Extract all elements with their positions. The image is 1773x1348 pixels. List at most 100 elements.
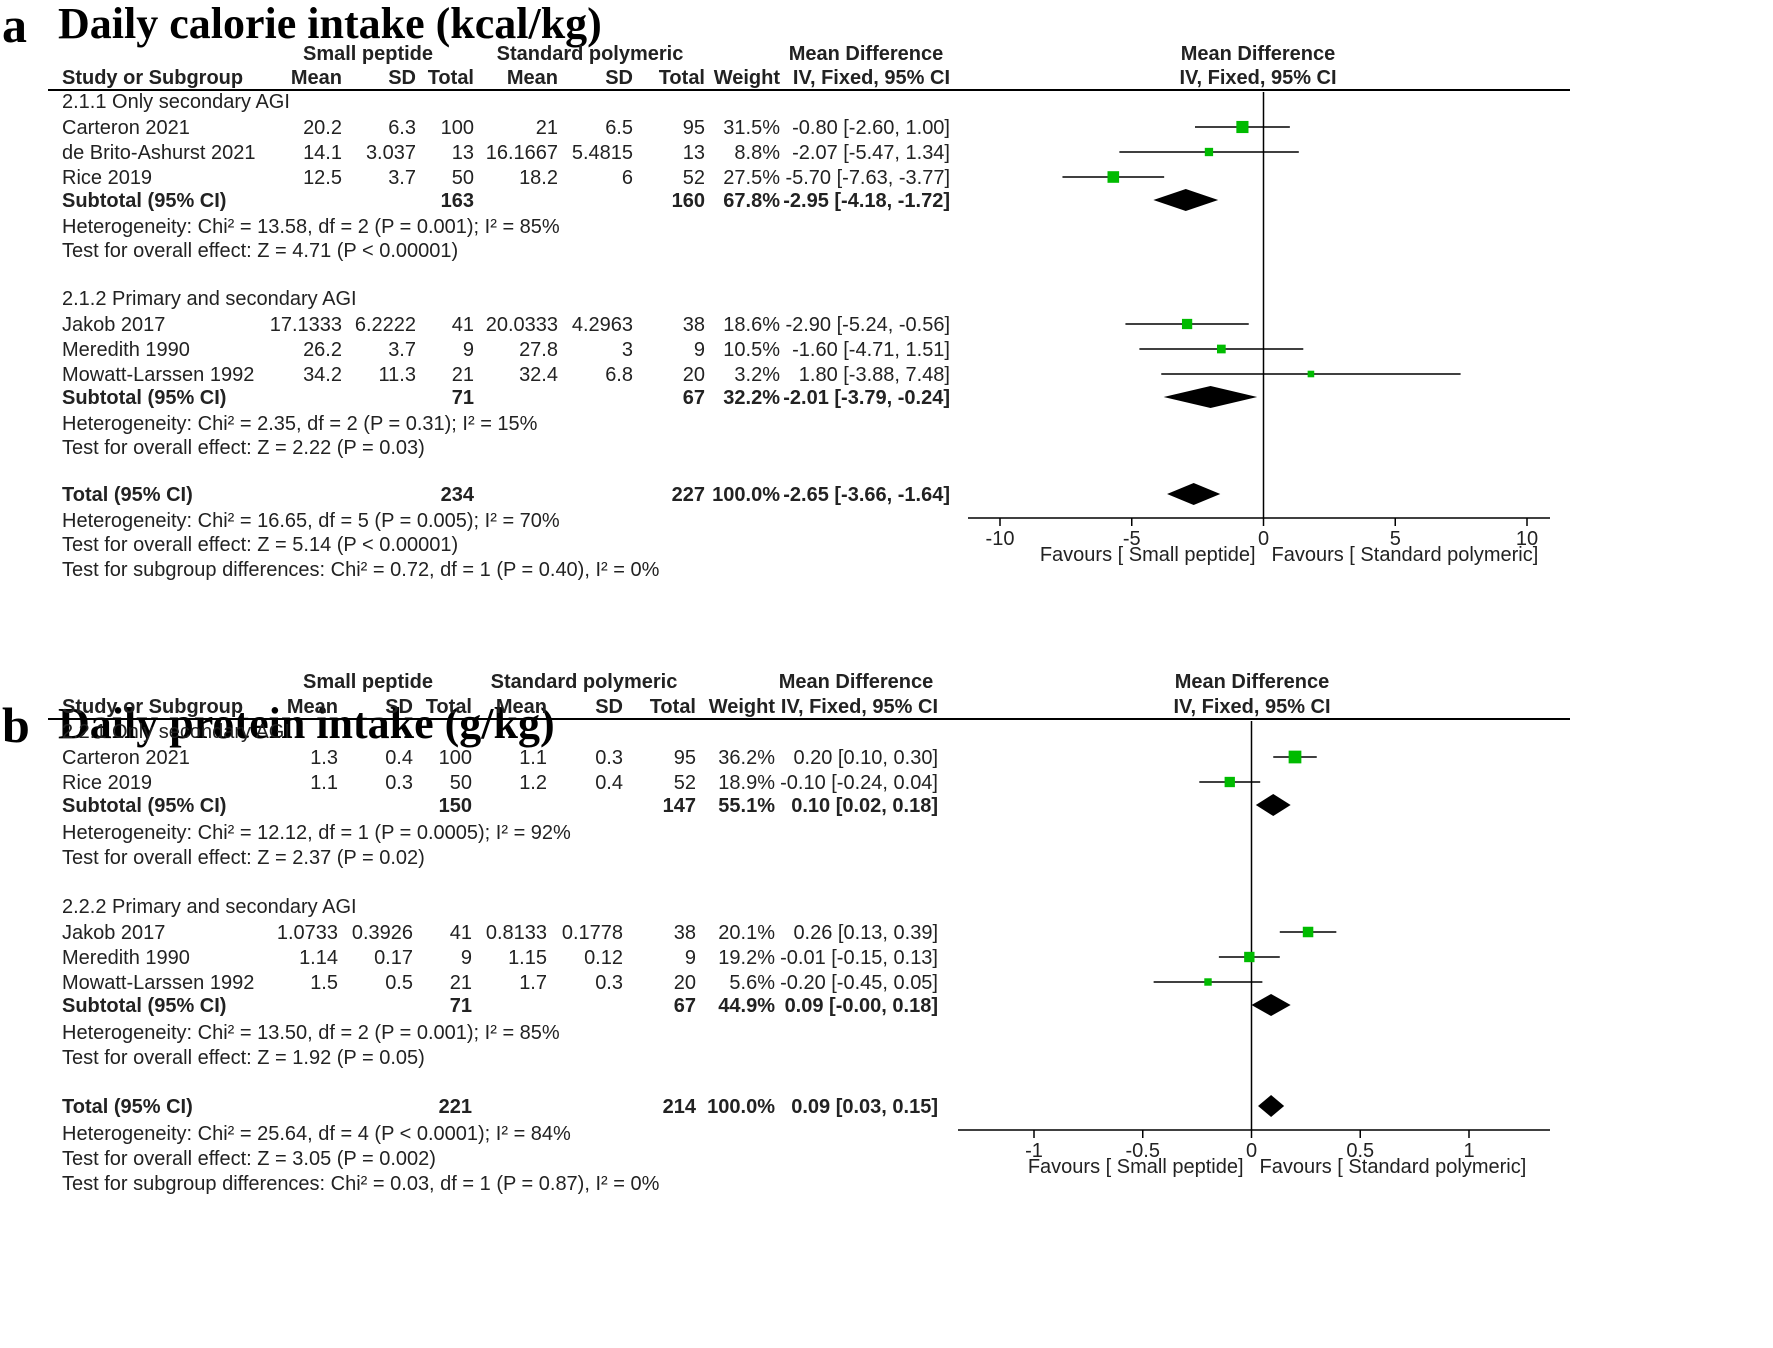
study-ci: -0.01 [-0.15, 0.13] xyxy=(780,947,938,969)
study-point-estimate xyxy=(1204,978,1212,986)
study-sd-1: 0.3 xyxy=(385,772,413,794)
x-tick-label: -5 xyxy=(1123,528,1141,550)
subtotal-total-1: 71 xyxy=(452,387,474,409)
header-plot-method: IV, Fixed, 95% CI xyxy=(1179,67,1336,89)
study-mean-2: 27.8 xyxy=(519,339,558,361)
header-weight: Weight xyxy=(709,696,776,718)
total-weight: 100.0% xyxy=(707,1096,775,1118)
header-mean-2: Mean xyxy=(507,67,558,89)
panel-title: Daily calorie intake (kcal/kg) xyxy=(58,0,602,48)
study-sd-2: 6.8 xyxy=(605,364,633,386)
study-weight: 10.5% xyxy=(723,339,780,361)
study-weight: 18.6% xyxy=(723,314,780,336)
subgroup-heterogeneity: Heterogeneity: Chi² = 13.50, df = 2 (P =… xyxy=(62,1022,560,1044)
study-mean-2: 1.15 xyxy=(508,947,547,969)
study-mean-1: 26.2 xyxy=(303,339,342,361)
study-mean-2: 32.4 xyxy=(519,364,558,386)
subtotal-weight: 55.1% xyxy=(718,795,775,817)
study-total-1: 100 xyxy=(439,747,472,769)
study-point-estimate xyxy=(1224,776,1235,788)
study-weight: 3.2% xyxy=(734,364,780,386)
study-name: de Brito-Ashurst 2021 xyxy=(62,142,255,164)
x-tick-label: 5 xyxy=(1390,528,1401,550)
header-total-1: Total xyxy=(426,696,472,718)
header-mean-1: Mean xyxy=(291,67,342,89)
subtotal-ci: -2.01 [-3.79, -0.24] xyxy=(783,387,950,409)
x-tick-label: 0.5 xyxy=(1346,1140,1374,1162)
study-sd-1: 0.5 xyxy=(385,972,413,994)
study-ci: -2.07 [-5.47, 1.34] xyxy=(792,142,950,164)
total-total-2: 214 xyxy=(663,1096,697,1118)
panel-title: Daily protein intake (g/kg) xyxy=(58,699,555,748)
x-tick-label: -10 xyxy=(986,528,1015,550)
study-name: Rice 2019 xyxy=(62,772,152,794)
total-heterogeneity: Heterogeneity: Chi² = 25.64, df = 4 (P <… xyxy=(62,1123,571,1145)
study-mean-1: 1.3 xyxy=(310,747,338,769)
header-sd-2: SD xyxy=(605,67,633,89)
study-total-2: 9 xyxy=(694,339,705,361)
forest-plot-b: Small peptide Standard polymeric Mean Diff… xyxy=(48,671,1570,1195)
total-total-2: 227 xyxy=(672,484,705,506)
subtotal-diamond xyxy=(1251,994,1291,1016)
study-weight: 18.9% xyxy=(718,772,775,794)
forest-plot-a: Small peptide Standard polymeric Mean Diff… xyxy=(48,43,1570,581)
study-total-2: 38 xyxy=(674,922,696,944)
total-overall-effect: Test for overall effect: Z = 5.14 (P < 0… xyxy=(62,534,458,556)
study-point-estimate xyxy=(1307,370,1315,378)
study-mean-1: 34.2 xyxy=(303,364,342,386)
subtotal-ci: 0.10 [0.02, 0.18] xyxy=(791,795,938,817)
subgroup-overall-effect: Test for overall effect: Z = 2.22 (P = 0… xyxy=(62,437,425,459)
study-weight: 31.5% xyxy=(723,117,780,139)
study-point-estimate xyxy=(1288,750,1302,764)
subtotal-weight: 32.2% xyxy=(723,387,780,409)
study-ci: 0.20 [0.10, 0.30] xyxy=(793,747,938,769)
header-method: IV, Fixed, 95% CI xyxy=(781,696,938,718)
study-total-1: 41 xyxy=(452,314,474,336)
total-ci: 0.09 [0.03, 0.15] xyxy=(791,1096,938,1118)
header-effect: Mean Difference xyxy=(789,43,944,65)
header-plot-effect: Mean Difference xyxy=(1175,671,1330,693)
study-total-1: 9 xyxy=(461,947,472,969)
header-sd-1: SD xyxy=(385,696,413,718)
header-study: Study or Subgroup xyxy=(62,67,243,89)
study-point-estimate xyxy=(1302,926,1314,938)
study-mean-2: 21 xyxy=(536,117,558,139)
study-mean-1: 20.2 xyxy=(303,117,342,139)
study-sd-1: 3.7 xyxy=(388,339,416,361)
header-method: IV, Fixed, 95% CI xyxy=(793,67,950,89)
study-name: Jakob 2017 xyxy=(62,922,165,944)
study-weight: 36.2% xyxy=(718,747,775,769)
subtotal-total-1: 71 xyxy=(450,995,472,1017)
subtotal-weight: 67.8% xyxy=(723,190,780,212)
subtotal-label: Subtotal (95% CI) xyxy=(62,795,226,817)
study-sd-1: 0.17 xyxy=(374,947,413,969)
study-name: Mowatt-Larssen 1992 xyxy=(62,364,254,386)
study-point-estimate xyxy=(1204,147,1214,157)
total-diamond xyxy=(1167,483,1221,505)
study-name: Rice 2019 xyxy=(62,167,152,189)
subtotal-total-2: 67 xyxy=(674,995,696,1017)
study-sd-2: 0.1778 xyxy=(562,922,623,944)
header-weight: Weight xyxy=(714,67,781,89)
study-sd-1: 3.037 xyxy=(366,142,416,164)
study-point-estimate xyxy=(1107,171,1120,183)
study-total-2: 95 xyxy=(683,117,705,139)
header-group1: Small peptide xyxy=(303,43,433,65)
total-weight: 100.0% xyxy=(712,484,780,506)
study-ci: -0.80 [-2.60, 1.00] xyxy=(792,117,950,139)
subgroup-heterogeneity: Heterogeneity: Chi² = 12.12, df = 1 (P =… xyxy=(62,822,571,844)
study-total-1: 41 xyxy=(450,922,472,944)
subtotal-total-2: 67 xyxy=(683,387,705,409)
subgroup-differences: Test for subgroup differences: Chi² = 0.… xyxy=(62,1173,660,1195)
header-group2: Standard polymeric xyxy=(491,671,678,693)
subtotal-label: Subtotal (95% CI) xyxy=(62,387,226,409)
header-effect: Mean Difference xyxy=(779,671,934,693)
study-total-2: 95 xyxy=(674,747,696,769)
study-total-1: 21 xyxy=(450,972,472,994)
total-ci: -2.65 [-3.66, -1.64] xyxy=(783,484,950,506)
study-total-2: 20 xyxy=(674,972,696,994)
study-weight: 5.6% xyxy=(729,972,775,994)
study-point-estimate xyxy=(1236,120,1249,134)
study-total-2: 38 xyxy=(683,314,705,336)
subgroup-label: 2.1.2 Primary and secondary AGI xyxy=(62,288,357,310)
